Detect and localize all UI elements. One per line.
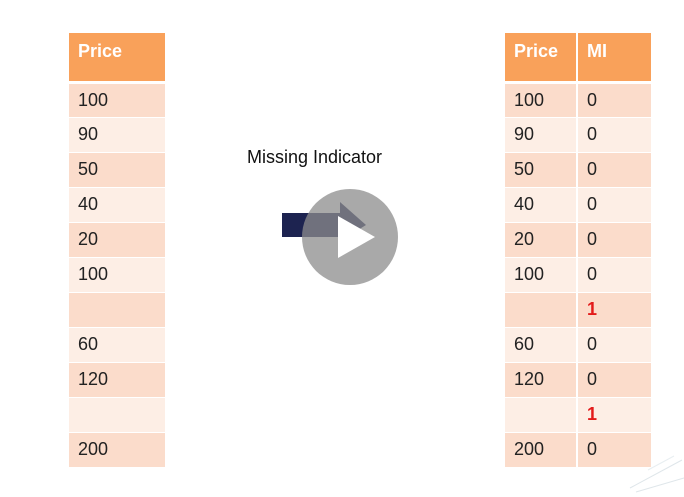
price-table-header-row: Price xyxy=(69,33,165,84)
table-row: 40 xyxy=(69,187,165,223)
table-row: 90 xyxy=(69,117,165,153)
table-row: 200 0 xyxy=(505,432,651,468)
table-row: 120 0 xyxy=(505,362,651,398)
price-cell: 20 xyxy=(505,222,578,258)
price-cell: 100 xyxy=(505,82,578,118)
decorative-lines xyxy=(629,455,684,493)
price-mi-table: Price MI 100 0 90 0 50 0 40 0 20 0 100 0 1 60 0 120 0 1 20… xyxy=(505,33,651,468)
price-cell: 50 xyxy=(69,152,165,188)
price-cell: 60 xyxy=(505,327,578,363)
mi-cell: 0 xyxy=(577,432,651,468)
price-cell: 40 xyxy=(69,187,165,223)
price-cell: 90 xyxy=(505,117,578,153)
table-row: 200 xyxy=(69,432,165,468)
table-row xyxy=(69,397,165,433)
table-row xyxy=(69,292,165,328)
mi-cell: 0 xyxy=(577,187,651,223)
mi-cell: 0 xyxy=(577,362,651,398)
price-mi-header-row: Price MI xyxy=(505,33,651,84)
mi-cell: 0 xyxy=(577,117,651,153)
price-cell: 100 xyxy=(69,82,165,118)
price-cell: 200 xyxy=(505,432,578,468)
table-row: 1 xyxy=(505,397,651,433)
table-row: 40 0 xyxy=(505,187,651,223)
price-cell: 20 xyxy=(69,222,165,258)
price-cell: 200 xyxy=(69,432,165,468)
mi-cell: 0 xyxy=(577,152,651,188)
price-cell xyxy=(505,292,578,328)
missing-indicator-caption: Missing Indicator xyxy=(247,147,383,167)
price-cell xyxy=(69,397,165,433)
price-cell: 50 xyxy=(505,152,578,188)
price-cell: 120 xyxy=(69,362,165,398)
price-cell: 90 xyxy=(69,117,165,153)
table-row: 100 xyxy=(69,257,165,293)
mi-header: MI xyxy=(577,33,651,84)
table-row: 1 xyxy=(505,292,651,328)
table-row: 60 xyxy=(69,327,165,363)
price-header: Price xyxy=(505,33,578,84)
price-cell: 40 xyxy=(505,187,578,223)
price-cell: 120 xyxy=(505,362,578,398)
table-row: 100 0 xyxy=(505,82,651,118)
mi-cell: 0 xyxy=(577,257,651,293)
mi-cell: 1 xyxy=(577,397,651,433)
table-row: 60 0 xyxy=(505,327,651,363)
mi-cell: 0 xyxy=(577,327,651,363)
play-button[interactable] xyxy=(302,189,398,285)
table-row: 20 xyxy=(69,222,165,258)
price-cell: 100 xyxy=(505,257,578,293)
price-cell: 60 xyxy=(69,327,165,363)
table-row: 100 0 xyxy=(505,257,651,293)
mi-cell: 1 xyxy=(577,292,651,328)
table-row: 120 xyxy=(69,362,165,398)
price-cell: 100 xyxy=(69,257,165,293)
mi-cell: 0 xyxy=(577,222,651,258)
table-row: 100 xyxy=(69,82,165,118)
mi-cell: 0 xyxy=(577,82,651,118)
price-table: Price 100 90 50 40 20 100 60 120 200 xyxy=(69,33,165,468)
table-row: 50 xyxy=(69,152,165,188)
table-row: 50 0 xyxy=(505,152,651,188)
play-icon xyxy=(338,216,375,258)
price-cell xyxy=(69,292,165,328)
price-header: Price xyxy=(69,33,165,84)
price-cell xyxy=(505,397,578,433)
table-row: 90 0 xyxy=(505,117,651,153)
